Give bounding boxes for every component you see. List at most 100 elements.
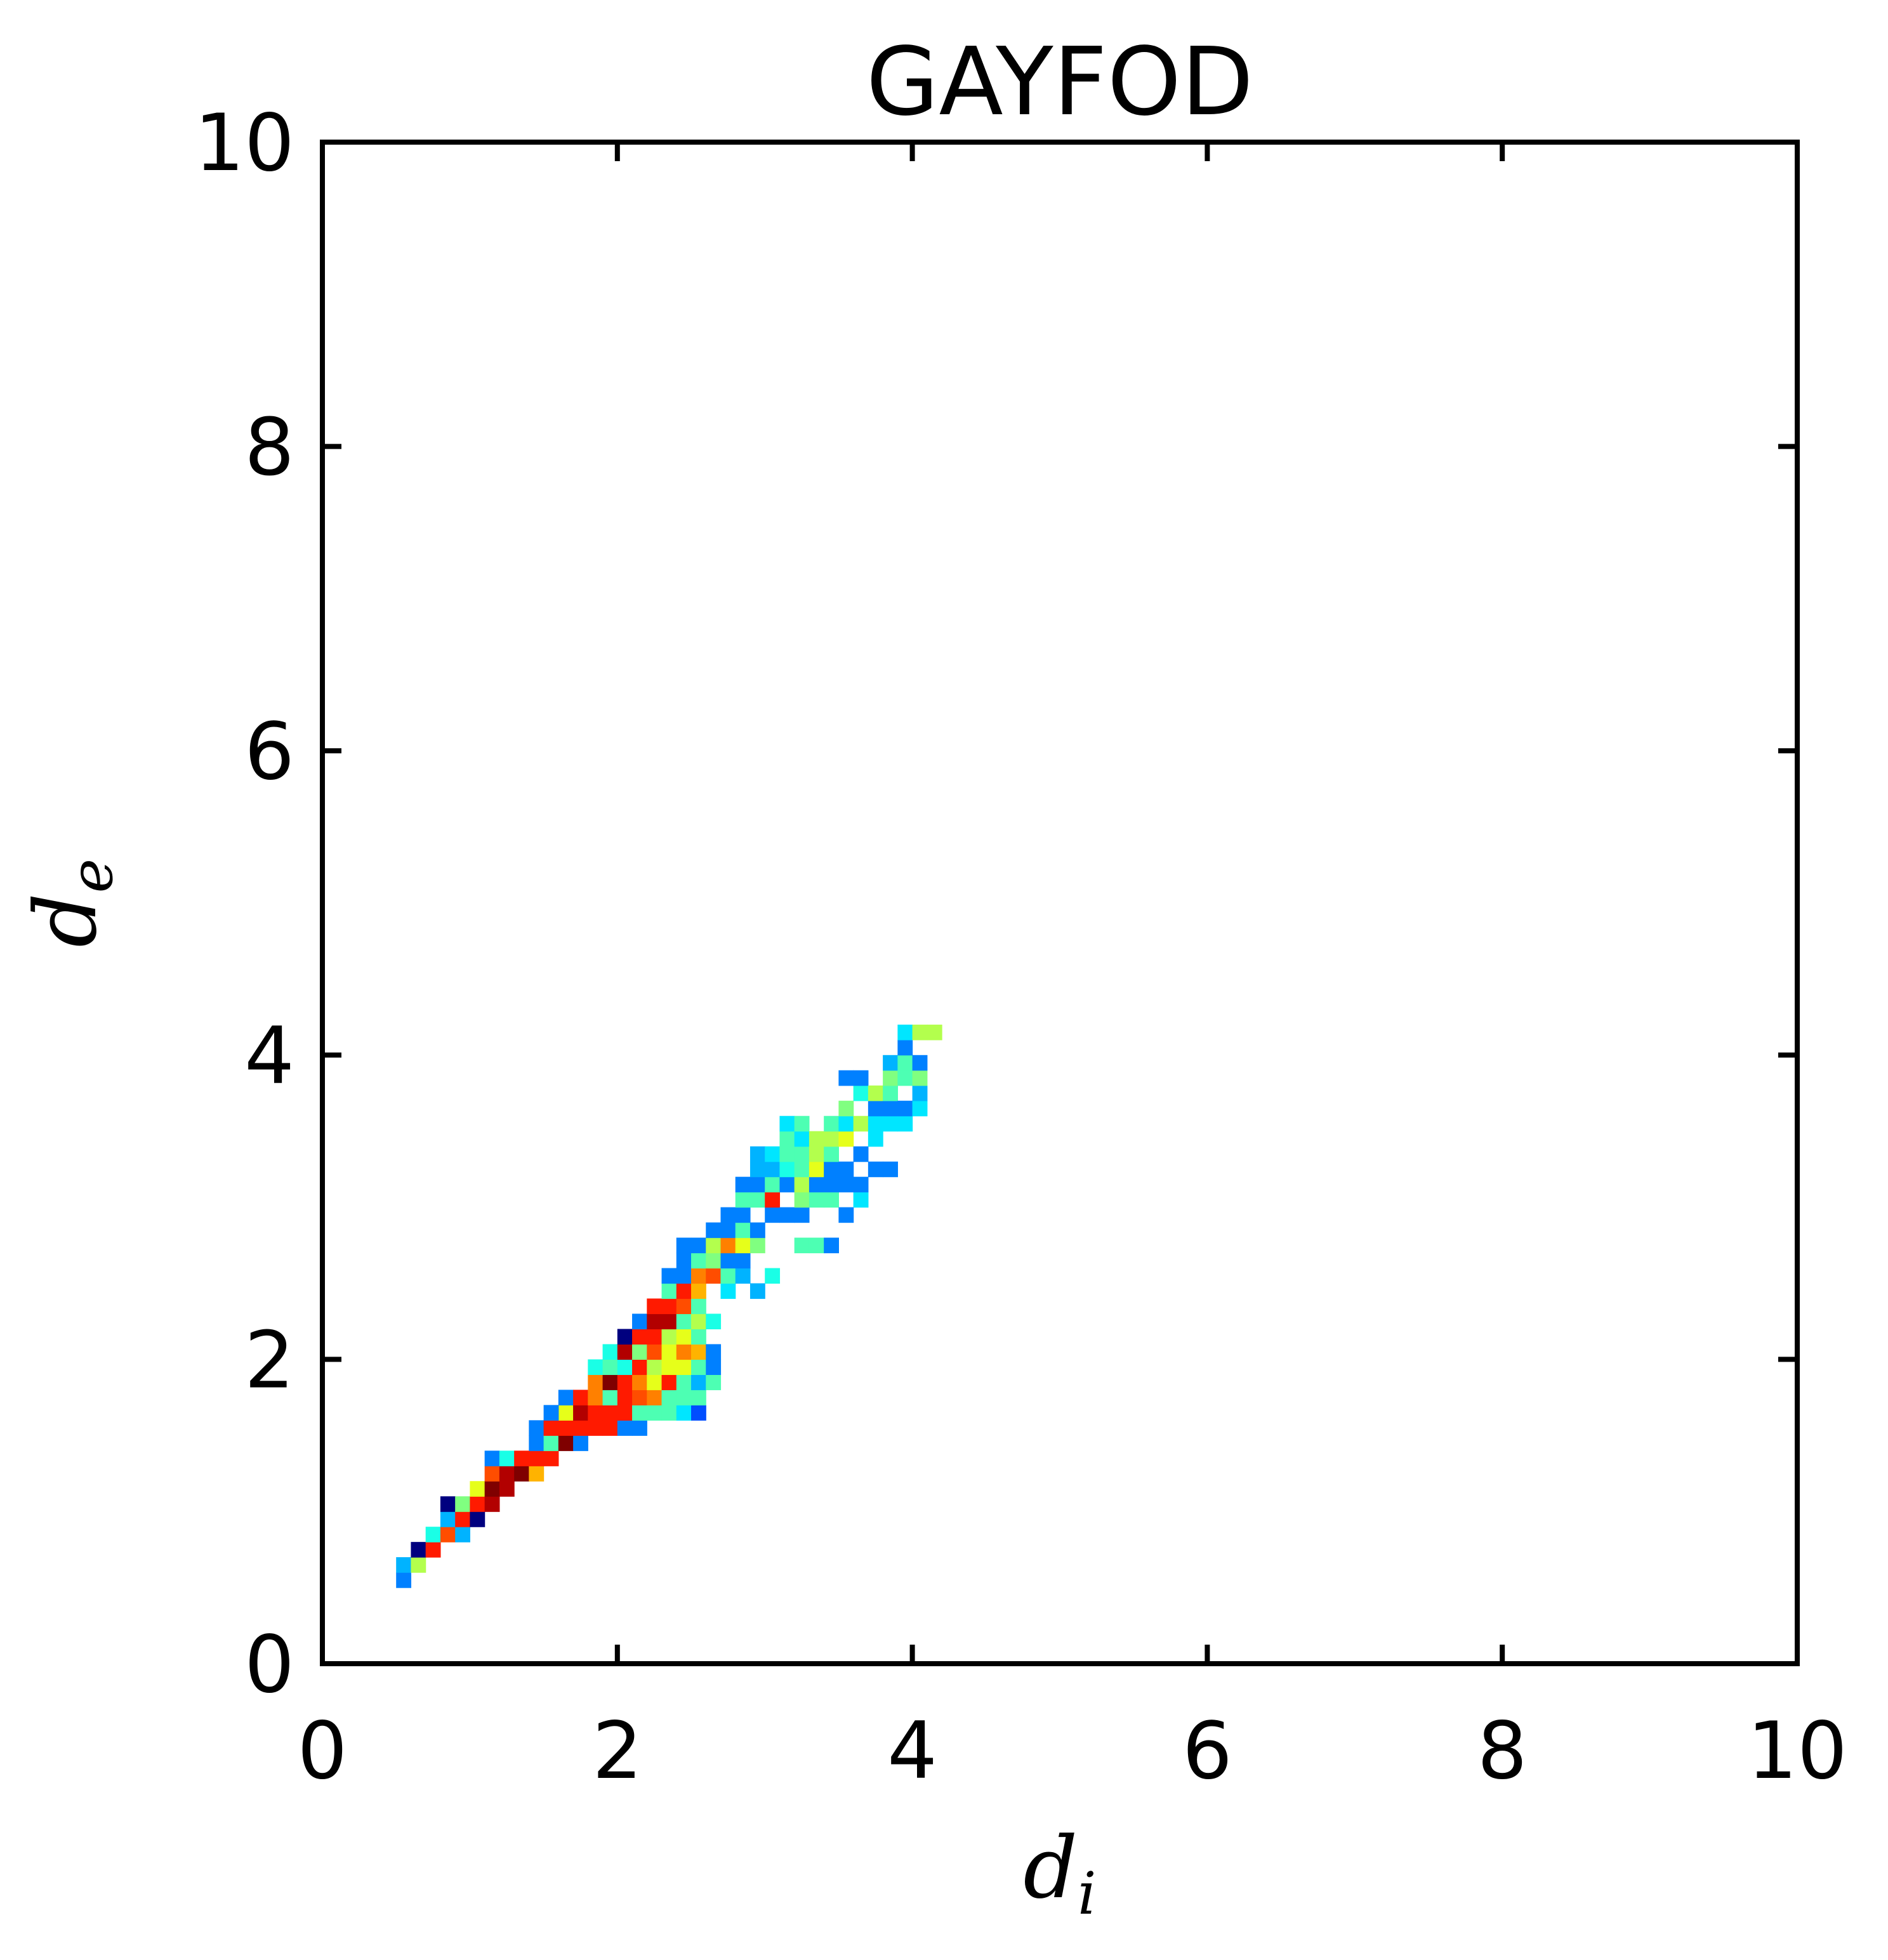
heatmap-cell — [543, 1405, 559, 1421]
heatmap-cell — [617, 1405, 633, 1421]
heatmap-cell — [573, 1390, 588, 1405]
heatmap-cell — [632, 1390, 647, 1405]
heatmap-cell — [735, 1222, 751, 1239]
heatmap-cell — [720, 1222, 736, 1239]
heatmap-cell — [838, 1131, 854, 1147]
heatmap-cell — [779, 1131, 795, 1147]
heatmap-cell — [440, 1496, 456, 1512]
heatmap-cell — [661, 1268, 677, 1284]
heatmap-cell — [927, 1024, 942, 1041]
heatmap-cell — [691, 1268, 706, 1284]
heatmap-cell — [824, 1131, 839, 1147]
y-axis-label-group: de — [17, 858, 126, 947]
heatmap-cell — [617, 1344, 633, 1360]
heatmap-cell — [912, 1100, 928, 1117]
heatmap-cell — [779, 1176, 795, 1193]
heatmap-cell — [779, 1207, 795, 1223]
heatmap-cell — [647, 1313, 663, 1330]
heatmap-cell — [661, 1344, 677, 1360]
heatmap-cell — [809, 1192, 824, 1208]
heatmap-cell — [779, 1115, 795, 1132]
heatmap-cell — [897, 1070, 913, 1086]
heatmap-cell — [543, 1450, 559, 1466]
heatmap-cell — [602, 1374, 618, 1390]
heatmap-cell — [676, 1405, 692, 1421]
heatmap-cell — [543, 1420, 559, 1436]
heatmap-cell — [897, 1024, 913, 1041]
heatmap-cell — [470, 1511, 485, 1527]
heatmap-cell — [484, 1481, 500, 1497]
heatmap-cell — [529, 1435, 545, 1451]
heatmap-cell — [794, 1115, 810, 1132]
heatmap-cell — [838, 1070, 854, 1086]
heatmap-cell — [794, 1192, 810, 1208]
heatmap-cell — [824, 1115, 839, 1132]
y-axis-label-main: d — [17, 893, 116, 947]
heatmap-cell — [706, 1253, 722, 1269]
heatmap-cell — [838, 1207, 854, 1223]
heatmap-cell — [749, 1176, 765, 1193]
heatmap-cell — [838, 1161, 854, 1178]
y-tick-label: 2 — [244, 1315, 294, 1406]
heatmap-cell — [543, 1435, 559, 1451]
y-tick-label: 6 — [244, 706, 294, 798]
heatmap-cell — [691, 1298, 706, 1315]
heatmap-cell — [632, 1329, 647, 1345]
heatmap-cell — [706, 1313, 722, 1330]
heatmap-cell — [676, 1313, 692, 1330]
heatmap-cell — [676, 1359, 692, 1375]
heatmap-cell — [661, 1298, 677, 1315]
heatmap-cell — [661, 1313, 677, 1330]
heatmap-cells — [396, 1024, 942, 1588]
x-axis-label: di — [1023, 1819, 1096, 1928]
heatmap-cell — [558, 1435, 574, 1451]
heatmap-cell — [868, 1115, 883, 1132]
heatmap-cell — [853, 1176, 869, 1193]
heatmap-cell — [691, 1313, 706, 1330]
heatmap-cell — [912, 1085, 928, 1102]
heatmap-cell — [632, 1313, 647, 1330]
heatmap-cell — [617, 1359, 633, 1375]
heatmap-cell — [676, 1283, 692, 1299]
heatmap-cell — [484, 1466, 500, 1482]
heatmap-cell — [883, 1085, 898, 1102]
heatmap-cell — [647, 1374, 663, 1390]
heatmap-cell — [602, 1390, 618, 1405]
heatmap-cell — [912, 1055, 928, 1071]
heatmap-cell — [735, 1207, 751, 1223]
axis-tick-labels: 0 2 4 6 8 10 0 2 4 6 8 10 — [194, 98, 1847, 1797]
heatmap-cell — [838, 1115, 854, 1132]
heatmap-cell — [396, 1572, 412, 1588]
heatmap-cell — [691, 1390, 706, 1405]
heatmap-cell — [647, 1359, 663, 1375]
heatmap-cell — [853, 1085, 869, 1102]
heatmap-cell — [749, 1161, 765, 1178]
heatmap-cell — [794, 1161, 810, 1178]
heatmap-cell — [632, 1420, 647, 1436]
heatmap-cell — [912, 1024, 928, 1041]
x-tick-label: 8 — [1477, 1706, 1528, 1797]
heatmap-cell — [853, 1070, 869, 1086]
heatmap-cell — [809, 1131, 824, 1147]
heatmap-cell — [868, 1085, 883, 1102]
heatmap-cell — [765, 1176, 781, 1193]
heatmap-cell — [558, 1405, 574, 1421]
heatmap-cell — [809, 1161, 824, 1178]
heatmap-cell — [735, 1253, 751, 1269]
heatmap-cell — [883, 1070, 898, 1086]
heatmap-cell — [838, 1176, 854, 1193]
heatmap-cell — [440, 1527, 456, 1542]
heatmap-cell — [897, 1055, 913, 1071]
heatmap-cell — [868, 1131, 883, 1147]
heatmap-cell — [749, 1237, 765, 1254]
y-tick-label: 8 — [244, 402, 294, 494]
heatmap-cell — [617, 1329, 633, 1345]
heatmap-cell — [676, 1344, 692, 1360]
heatmap-cell — [809, 1146, 824, 1162]
heatmap-cell — [897, 1100, 913, 1117]
heatmap-cell — [602, 1405, 618, 1421]
heatmap-cell — [824, 1237, 839, 1254]
heatmap-cell — [706, 1344, 722, 1360]
heatmap-cell — [647, 1344, 663, 1360]
